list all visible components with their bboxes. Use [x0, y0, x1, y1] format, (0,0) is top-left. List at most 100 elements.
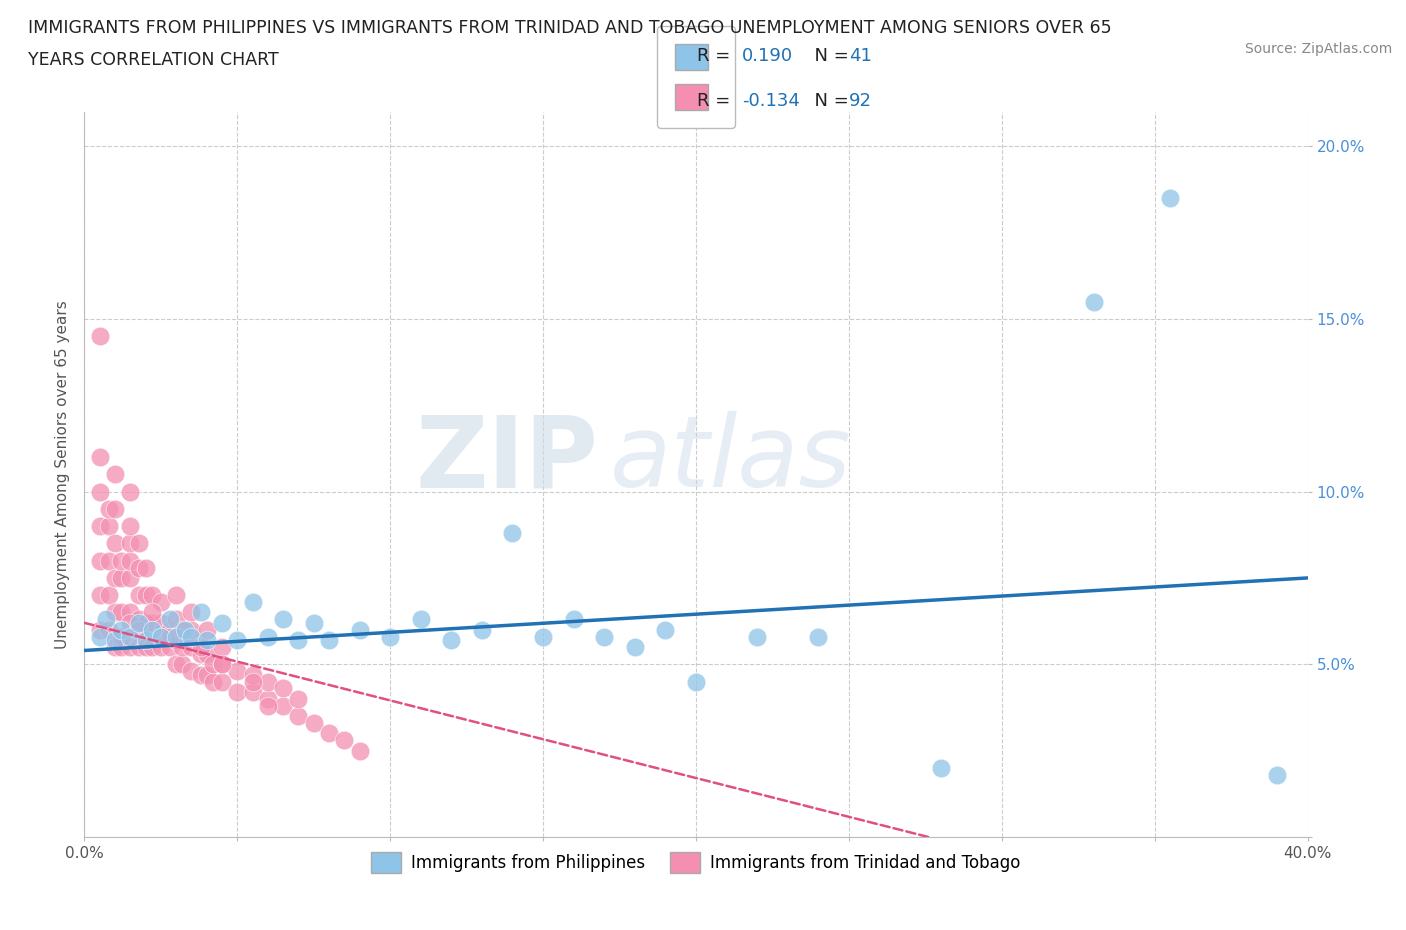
Point — [159, 612, 181, 627]
Point — [349, 743, 371, 758]
Point — [104, 501, 127, 516]
Point — [654, 622, 676, 637]
Text: ZIP: ZIP — [415, 411, 598, 509]
Point — [89, 588, 111, 603]
Point — [104, 467, 127, 482]
Point — [226, 684, 249, 699]
Point — [159, 622, 181, 637]
Point — [89, 630, 111, 644]
Point — [502, 525, 524, 540]
Point — [257, 698, 280, 713]
Point — [128, 588, 150, 603]
Point — [302, 715, 325, 730]
Point — [165, 657, 187, 671]
Point — [104, 605, 127, 620]
Point — [120, 519, 142, 534]
Point — [89, 328, 111, 343]
Point — [110, 553, 132, 568]
Point — [120, 605, 142, 620]
Text: 41: 41 — [849, 47, 872, 65]
Point — [89, 519, 111, 534]
Point — [159, 640, 181, 655]
Point — [165, 588, 187, 603]
Point — [211, 657, 233, 671]
Point — [271, 681, 294, 696]
Point — [195, 646, 218, 661]
Point — [135, 616, 157, 631]
Point — [195, 667, 218, 682]
Point — [165, 612, 187, 627]
Text: R =: R = — [697, 92, 737, 110]
Point — [929, 761, 952, 776]
Point — [110, 640, 132, 655]
Point — [94, 612, 117, 627]
Point — [211, 657, 233, 671]
Point — [159, 630, 181, 644]
Point — [318, 726, 340, 741]
Point — [141, 605, 163, 620]
Point — [89, 449, 111, 464]
Point — [287, 709, 309, 724]
Point — [141, 616, 163, 631]
Point — [211, 616, 233, 631]
Point — [135, 640, 157, 655]
Point — [110, 630, 132, 644]
Point — [120, 570, 142, 585]
Point — [97, 553, 120, 568]
Point — [128, 536, 150, 551]
Point — [190, 640, 212, 655]
Legend: Immigrants from Philippines, Immigrants from Trinidad and Tobago: Immigrants from Philippines, Immigrants … — [364, 845, 1028, 880]
Point — [180, 640, 202, 655]
Text: N =: N = — [803, 92, 855, 110]
Point — [180, 622, 202, 637]
Point — [1083, 294, 1105, 309]
Point — [120, 485, 142, 499]
Point — [1159, 191, 1181, 206]
Text: IMMIGRANTS FROM PHILIPPINES VS IMMIGRANTS FROM TRINIDAD AND TOBAGO UNEMPLOYMENT : IMMIGRANTS FROM PHILIPPINES VS IMMIGRANT… — [28, 19, 1112, 36]
Point — [242, 667, 264, 682]
Point — [302, 616, 325, 631]
Point — [141, 640, 163, 655]
Point — [195, 632, 218, 647]
Point — [287, 691, 309, 706]
Point — [349, 622, 371, 637]
Point — [257, 630, 280, 644]
Point — [149, 616, 172, 631]
Point — [97, 588, 120, 603]
Point — [242, 674, 264, 689]
Point — [110, 570, 132, 585]
Point — [141, 588, 163, 603]
Point — [440, 632, 463, 647]
Point — [195, 622, 218, 637]
Point — [120, 553, 142, 568]
Point — [318, 632, 340, 647]
Point — [190, 605, 212, 620]
Text: 92: 92 — [849, 92, 872, 110]
Point — [211, 640, 233, 655]
Point — [110, 605, 132, 620]
Point — [128, 622, 150, 637]
Point — [120, 536, 142, 551]
Point — [120, 640, 142, 655]
Point — [242, 684, 264, 699]
Point — [89, 622, 111, 637]
Point — [180, 630, 202, 644]
Point — [409, 612, 432, 627]
Text: N =: N = — [803, 47, 855, 65]
Point — [380, 630, 402, 644]
Point — [165, 632, 187, 647]
Point — [135, 560, 157, 575]
Point — [685, 674, 707, 689]
Point — [257, 691, 280, 706]
Point — [562, 612, 585, 627]
Y-axis label: Unemployment Among Seniors over 65 years: Unemployment Among Seniors over 65 years — [55, 300, 70, 649]
Point — [531, 630, 554, 644]
Point — [135, 616, 157, 631]
Point — [120, 630, 142, 644]
Text: 0.190: 0.190 — [742, 47, 793, 65]
Point — [128, 616, 150, 631]
Point — [211, 674, 233, 689]
Point — [226, 632, 249, 647]
Point — [807, 630, 830, 644]
Point — [128, 640, 150, 655]
